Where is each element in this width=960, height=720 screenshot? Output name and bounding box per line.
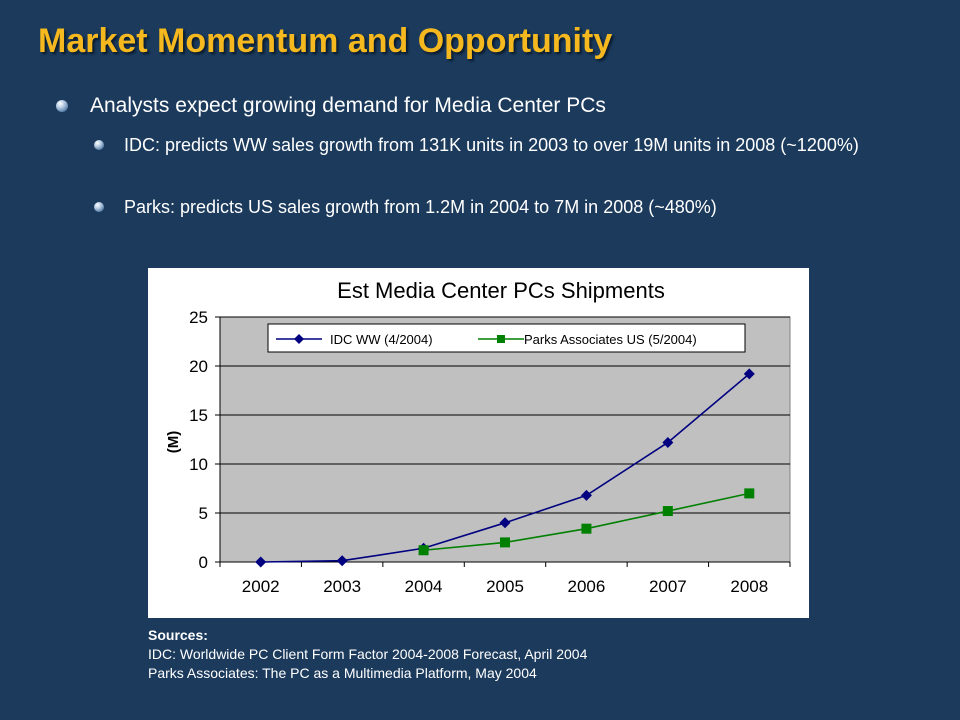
y-axis-label: (M) (165, 431, 182, 454)
bullet-main: Analysts expect growing demand for Media… (56, 94, 606, 118)
bullet-dot-icon (94, 140, 104, 150)
y-tick-label: 20 (189, 357, 208, 376)
slide-title: Market Momentum and Opportunity (38, 22, 613, 60)
chart-title: Est Media Center PCs Shipments (337, 278, 665, 303)
x-tick-label: 2008 (730, 577, 768, 596)
legend-box (267, 323, 746, 353)
source-line-idc: IDC: Worldwide PC Client Form Factor 200… (148, 646, 588, 662)
bullet-main-text: Analysts expect growing demand for Media… (90, 94, 606, 117)
y-tick-label: 10 (189, 455, 208, 474)
bullet-idc: IDC: predicts WW sales growth from 131K … (94, 134, 924, 156)
y-tick-label: 25 (189, 308, 208, 327)
data-point (581, 523, 592, 534)
x-tick-label: 2006 (568, 577, 606, 596)
bullet-dot-icon (94, 202, 104, 212)
x-tick-label: 2002 (242, 577, 280, 596)
bullet-dot-icon (56, 100, 68, 112)
legend-label: IDC WW (4/2004) (330, 332, 433, 347)
chart-legend: IDC WW (4/2004) Parks Associates US (5/20… (267, 323, 746, 353)
data-point (336, 555, 348, 567)
shipments-chart: Est Media Center PCs Shipments 0 5 10 15 20 2… (148, 268, 809, 618)
data-point (662, 506, 673, 517)
bullet-parks: Parks: predicts US sales growth from 1.2… (94, 196, 764, 218)
data-point (580, 489, 592, 501)
legend-marker (497, 335, 505, 343)
data-point (743, 368, 755, 380)
legend-label: Parks Associates US (5/2004) (524, 332, 697, 347)
x-tick-label: 2003 (323, 577, 361, 596)
data-point (418, 545, 429, 556)
x-tick-label: 2005 (486, 577, 524, 596)
data-point (499, 517, 511, 529)
source-line-parks: Parks Associates: The PC as a Multimedia… (148, 665, 537, 681)
data-point (744, 488, 755, 499)
y-tick-label: 5 (199, 504, 208, 523)
bullet-parks-text: Parks: predicts US sales growth from 1.2… (124, 197, 717, 217)
x-tick-label: 2004 (405, 577, 443, 596)
data-point (255, 556, 267, 568)
bullet-idc-text: IDC: predicts WW sales growth from 131K … (124, 135, 859, 155)
y-tick-label: 0 (199, 553, 208, 572)
sources-block: Sources: IDC: Worldwide PC Client Form F… (148, 626, 587, 683)
sources-heading: Sources: (148, 627, 208, 643)
data-point (662, 436, 674, 448)
x-tick-label: 2007 (649, 577, 687, 596)
data-point (500, 537, 510, 548)
legend-marker (294, 334, 304, 344)
chart-svg: Est Media Center PCs Shipments 0 5 10 15 20 2… (165, 278, 791, 596)
y-tick-label: 15 (189, 406, 208, 425)
